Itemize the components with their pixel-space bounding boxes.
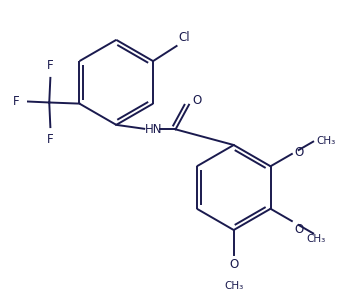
Text: HN: HN	[145, 123, 163, 136]
Text: O: O	[295, 223, 304, 236]
Text: CH₃: CH₃	[316, 136, 335, 146]
Text: O: O	[229, 258, 238, 271]
Text: CH₃: CH₃	[224, 281, 243, 289]
Text: F: F	[47, 133, 54, 146]
Text: O: O	[295, 146, 304, 159]
Text: O: O	[192, 94, 202, 107]
Text: F: F	[47, 59, 54, 72]
Text: F: F	[13, 95, 19, 108]
Text: Cl: Cl	[179, 31, 191, 44]
Text: CH₃: CH₃	[306, 234, 326, 244]
